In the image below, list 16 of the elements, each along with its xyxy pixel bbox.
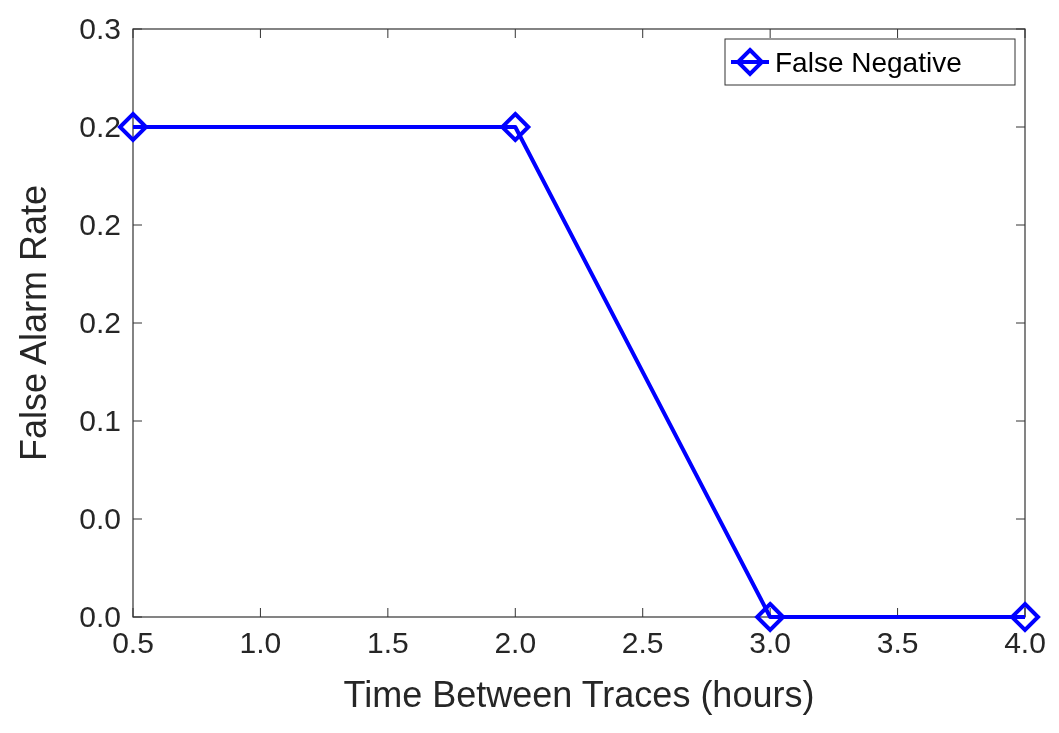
y-tick-label: 0.1 — [79, 404, 121, 437]
x-tick-label: 1.0 — [239, 626, 282, 659]
x-tick-label: 3.5 — [876, 626, 919, 659]
x-tick-label: 1.5 — [367, 626, 409, 659]
x-axis-title: Time Between Traces (hours) — [343, 674, 815, 715]
x-tick-label: 3.0 — [749, 626, 791, 659]
y-tick-label: 0.2 — [79, 306, 121, 339]
y-tick-label: 0.2 — [79, 110, 121, 143]
x-tick-label: 2.5 — [621, 626, 664, 659]
y-tick-label: 0.0 — [79, 502, 121, 535]
y-axis-title: False Alarm Rate — [13, 184, 54, 462]
x-tick-label: 2.0 — [494, 626, 537, 659]
y-tick-label: 0.2 — [79, 208, 121, 241]
x-tick-label: 4.0 — [1004, 626, 1046, 659]
y-tick-label: 0.3 — [79, 12, 121, 45]
legend-label: False Negative — [775, 47, 962, 78]
